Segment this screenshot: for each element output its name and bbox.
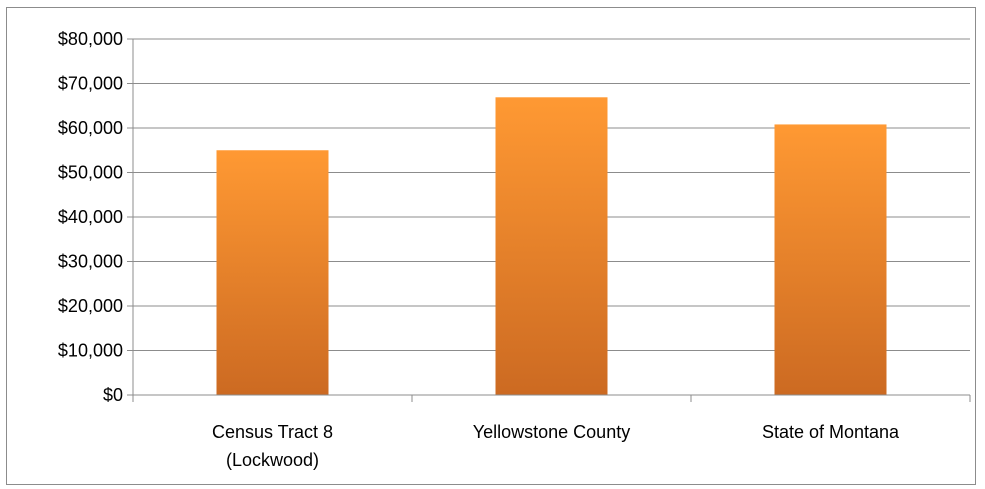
x-tick-label-line: Census Tract 8 [212, 422, 333, 442]
x-tick-label-line: Yellowstone County [473, 422, 630, 442]
y-tick-label: $20,000 [58, 296, 123, 316]
x-tick-label: Census Tract 8 (Lockwood) [212, 422, 333, 470]
x-tick-label-line: State of Montana [762, 422, 900, 442]
y-tick-label: $60,000 [58, 118, 123, 138]
x-tick-label: Yellowstone County [473, 422, 630, 442]
y-tick-label: $50,000 [58, 163, 123, 183]
x-tick-label-line: (Lockwood) [226, 450, 319, 470]
y-tick-label: $30,000 [58, 252, 123, 272]
bars [217, 97, 887, 395]
y-axis-tick-labels: $0 $10,000 $20,000 $30,000 $40,000 $50,000 $60… [58, 29, 123, 405]
y-tick-label: $70,000 [58, 74, 123, 94]
bar [496, 97, 608, 395]
bar [775, 124, 887, 395]
bar [217, 150, 329, 395]
y-tick-label: $80,000 [58, 29, 123, 49]
y-tick-label: $40,000 [58, 207, 123, 227]
y-tick-label: $0 [103, 385, 123, 405]
y-tick-label: $10,000 [58, 341, 123, 361]
x-tick-label: State of Montana [762, 422, 900, 442]
x-axis-tick-labels: Census Tract 8 (Lockwood) Yellowstone Coun… [212, 422, 900, 470]
